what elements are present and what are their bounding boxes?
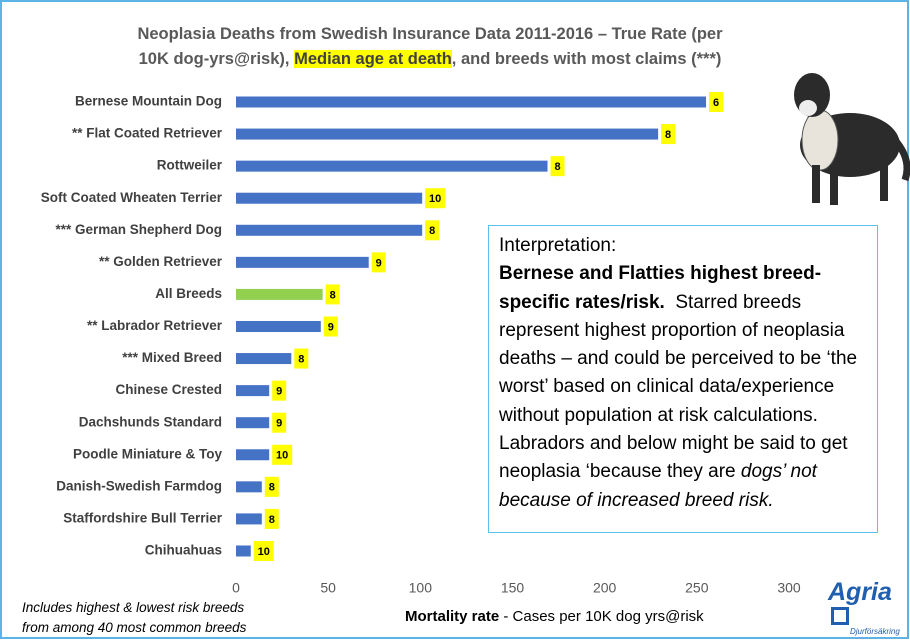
data-label: 8	[429, 225, 435, 237]
footnote: Includes highest & lowest risk breeds fr…	[22, 598, 246, 638]
title-highlight: Median age at death	[294, 50, 452, 68]
bar	[236, 129, 658, 140]
interpretation-heading: Interpretation:	[499, 232, 867, 260]
dog-illustration	[794, 73, 907, 205]
bar	[236, 289, 323, 300]
data-label: 9	[276, 418, 282, 430]
data-label: 10	[429, 193, 441, 205]
logo: Agria Djurförsäkring	[828, 578, 910, 636]
data-label: 9	[276, 386, 282, 398]
x-tick-label: 100	[409, 580, 433, 596]
y-tick-label: Bernese Mountain Dog	[75, 94, 222, 109]
y-tick-label: Dachshunds Standard	[79, 414, 222, 429]
bar	[236, 545, 251, 556]
bar	[236, 225, 422, 236]
bar	[236, 481, 262, 492]
data-label: 8	[269, 482, 275, 494]
bar	[236, 193, 422, 204]
data-label: 9	[376, 257, 382, 269]
y-tick-label: Soft Coated Wheaten Terrier	[41, 190, 223, 205]
logo-name: Agria	[828, 578, 892, 606]
data-label: 8	[665, 129, 671, 141]
bar	[236, 513, 262, 524]
logo-icon	[831, 607, 849, 625]
bar	[236, 97, 706, 108]
bar	[236, 321, 321, 332]
x-tick-label: 200	[593, 580, 617, 596]
x-tick-label: 0	[232, 580, 240, 596]
y-tick-label: Danish-Swedish Farmdog	[56, 478, 222, 493]
data-label: 8	[554, 161, 560, 173]
bar	[236, 449, 269, 460]
data-label: 8	[269, 514, 275, 526]
x-tick-label: 150	[501, 580, 525, 596]
data-label: 10	[258, 546, 270, 558]
bar	[236, 257, 369, 268]
page: 0 50 100 150 200 250 300 Bernese Mountain Dog 6 *…	[0, 0, 910, 640]
y-tick-label: Chihuahuas	[145, 543, 222, 558]
y-tick-label: *** Mixed Breed	[122, 350, 222, 365]
y-tick-label: ** Flat Coated Retriever	[72, 126, 223, 141]
chart-title: Neoplasia Deaths from Swedish Insurance …	[0, 22, 860, 72]
y-tick-label: All Breeds	[155, 286, 222, 301]
interpretation-box: Interpretation: Bernese and Flatties hig…	[488, 225, 878, 533]
x-tick-label: 250	[685, 580, 709, 596]
data-label: 8	[298, 353, 304, 365]
data-label: 10	[276, 450, 288, 462]
title-part: 10K dog-yrs@risk),	[139, 50, 294, 68]
bar	[236, 385, 269, 396]
bar	[236, 161, 548, 172]
data-label: 9	[328, 321, 334, 333]
y-tick-label: Staffordshire Bull Terrier	[63, 510, 223, 525]
y-tick-label: Rottweiler	[157, 158, 223, 173]
data-label: 8	[330, 289, 336, 301]
x-tick-label: 50	[320, 580, 336, 596]
y-tick-label: *** German Shepherd Dog	[55, 222, 222, 237]
interpretation-text: Starred breeds represent highest proport…	[499, 292, 862, 483]
x-label-rest: - Cases per 10K dog yrs@risk	[499, 608, 703, 625]
y-tick-label: ** Golden Retriever	[99, 254, 223, 269]
title-line: 10K dog-yrs@risk), Median age at death, …	[0, 47, 860, 72]
data-label: 6	[713, 97, 719, 109]
logo-tagline: Djurförsäkring	[850, 627, 910, 636]
y-tick-label: ** Labrador Retriever	[87, 318, 223, 333]
x-axis-label: Mortality rate - Cases per 10K dog yrs@r…	[405, 608, 704, 625]
footnote-line: Includes highest & lowest risk breeds	[22, 598, 246, 618]
x-label-bold: Mortality rate	[405, 608, 499, 625]
title-part: , and breeds with most claims (***)	[452, 50, 722, 68]
y-tick-label: Poodle Miniature & Toy	[73, 446, 222, 461]
bar	[236, 417, 269, 428]
y-tick-label: Chinese Crested	[115, 382, 222, 397]
bar	[236, 353, 291, 364]
footnote-line: from among 40 most common breeds	[22, 618, 246, 638]
x-tick-label: 300	[777, 580, 801, 596]
title-line: Neoplasia Deaths from Swedish Insurance …	[0, 22, 860, 47]
